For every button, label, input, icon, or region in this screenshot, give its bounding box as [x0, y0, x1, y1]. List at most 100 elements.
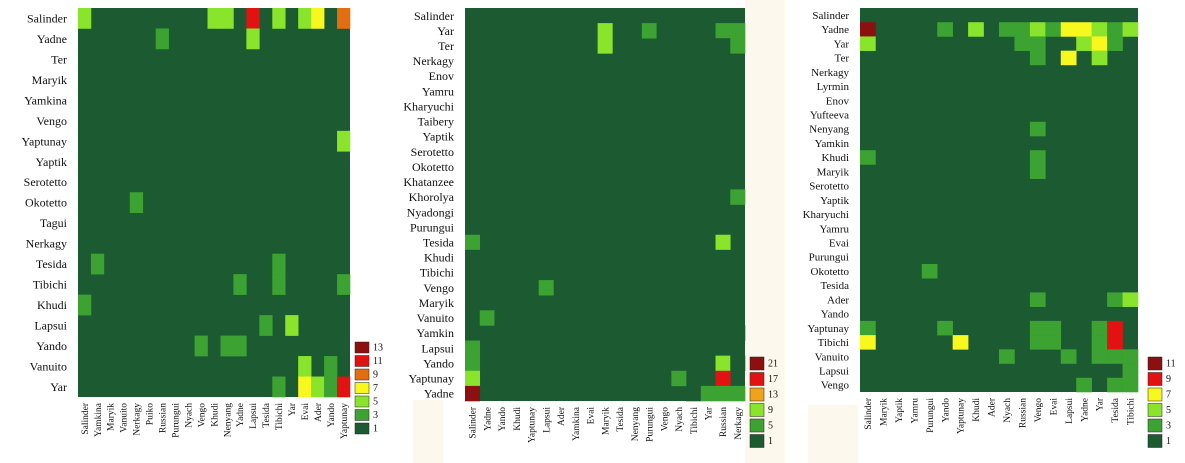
- heatmap-cell: [1122, 292, 1139, 307]
- heatmap-cell: [272, 274, 286, 295]
- column-label: Nenyang: [223, 403, 233, 438]
- heatmap-cell: [194, 335, 208, 357]
- heatmap-cell: [700, 385, 716, 402]
- row-label: Purungui: [809, 252, 849, 264]
- legend-swatch: [354, 341, 370, 354]
- legend-swatch: [749, 387, 765, 402]
- row-label: Yaptik: [820, 195, 849, 207]
- legend-swatch: [749, 356, 765, 371]
- heatmap-cell: [1107, 292, 1123, 307]
- row-label: Ter: [51, 52, 67, 66]
- heatmap-cell: [937, 320, 953, 336]
- heatmap-cell: [1045, 22, 1062, 37]
- column-label: Tibichi: [1127, 398, 1137, 425]
- row-label: Purungui: [410, 220, 455, 234]
- column-label: Lapsui: [1065, 398, 1075, 424]
- row-label: Vengo: [423, 281, 454, 295]
- row-label: Maryik: [32, 73, 67, 87]
- legend-label: 11: [1166, 359, 1176, 370]
- heatmap-cell: [311, 376, 325, 398]
- column-label: Yamru: [910, 398, 920, 424]
- row-label: Yar: [437, 24, 454, 38]
- legend-label: 13: [768, 390, 778, 401]
- legend-swatch: [749, 418, 765, 433]
- heatmap-cell: [1014, 36, 1031, 51]
- legend-label: 21: [768, 359, 778, 370]
- column-label: Vanuito: [120, 403, 130, 433]
- column-label: Salinder: [469, 406, 479, 438]
- heatmap-cell: [715, 23, 731, 39]
- heatmap-cell: [479, 295, 495, 311]
- heatmap-cell: [730, 189, 746, 205]
- column-label: Evai: [1049, 398, 1059, 416]
- heatmap-cell: [272, 376, 286, 398]
- heatmap-cell: [1060, 50, 1077, 66]
- heatmap-cell: [730, 385, 746, 402]
- column-label: Ader: [557, 406, 567, 426]
- legend-swatch: [749, 372, 765, 386]
- heatmap-cell: [1060, 22, 1077, 37]
- heatmap-cell: [730, 38, 746, 54]
- column-label: Tibichi: [690, 407, 700, 434]
- column-label: Yaptunay: [340, 403, 350, 439]
- heatmap-cell: [1029, 164, 1046, 179]
- legend-label: 9: [1166, 374, 1171, 385]
- legend-label: 7: [1166, 390, 1171, 401]
- legend-label: 5: [1166, 405, 1171, 416]
- heatmap-background: [860, 8, 1138, 392]
- heatmap-cell: [272, 8, 286, 29]
- row-label: Enov: [826, 95, 850, 107]
- row-label: Lapsui: [819, 366, 849, 378]
- row-label: Khudi: [37, 298, 68, 312]
- heatmap-cell: [641, 23, 657, 39]
- heatmap-cell: [90, 253, 105, 275]
- heatmap-cell: [715, 385, 731, 402]
- heatmap-cell: [1060, 349, 1077, 364]
- column-label: Khudi: [210, 403, 220, 427]
- legend-swatch: [354, 422, 370, 435]
- heatmap-cell: [538, 280, 554, 296]
- legend-label: 17: [768, 374, 778, 385]
- heatmap-cell: [1107, 377, 1123, 393]
- legend-label: 5: [768, 421, 773, 432]
- heatmap-cell: [671, 355, 687, 372]
- heatmap-cell: [1107, 320, 1123, 336]
- heatmap-cell: [1029, 36, 1046, 51]
- row-label: Khudi: [822, 152, 850, 164]
- legend-label: 3: [373, 410, 378, 421]
- heatmap-cell: [465, 23, 481, 39]
- heatmap-cell: [337, 274, 351, 295]
- heatmap-cell: [465, 340, 481, 356]
- legend-swatch: [354, 409, 370, 421]
- heatmap-cell: [1122, 22, 1139, 37]
- row-label: Ter: [438, 39, 454, 53]
- heatmap-cell: [1014, 22, 1031, 37]
- heatmap-cell: [1029, 50, 1046, 66]
- heatmap-cell: [968, 22, 984, 37]
- heatmap-cell: [860, 320, 876, 336]
- heatmap-cell: [860, 36, 876, 51]
- column-label: Yamkina: [572, 406, 582, 441]
- row-label: Serotetto: [809, 181, 849, 193]
- heatmap-cell: [1107, 349, 1123, 364]
- heatmap-cell: [311, 8, 325, 29]
- heatmap-cell: [298, 376, 312, 398]
- heatmap-cell: [465, 280, 481, 296]
- legend-label: 1: [373, 423, 378, 434]
- row-label: Kharyuchi: [803, 209, 849, 221]
- column-label: Khudi: [972, 398, 982, 422]
- row-label: Nerkagy: [413, 54, 454, 68]
- column-label: Yaptunay: [528, 407, 538, 443]
- heatmap-cell: [1029, 292, 1046, 307]
- column-label: Purungui: [171, 403, 181, 438]
- heatmap-panel-2: SalinderYarTerNerkagyEnovYamruKharyuchiT…: [403, 8, 778, 448]
- row-label: Vanuito: [30, 359, 67, 373]
- row-label: Yamru: [820, 223, 850, 235]
- legend-label: 11: [373, 356, 383, 367]
- row-label: Maryik: [419, 296, 454, 310]
- column-label: Nerkagy: [734, 407, 744, 440]
- column-label: Nyach: [1003, 398, 1013, 423]
- column-label: Lapsui: [542, 407, 552, 433]
- heatmap-cell: [860, 22, 876, 37]
- row-label: Vanuito: [815, 351, 850, 363]
